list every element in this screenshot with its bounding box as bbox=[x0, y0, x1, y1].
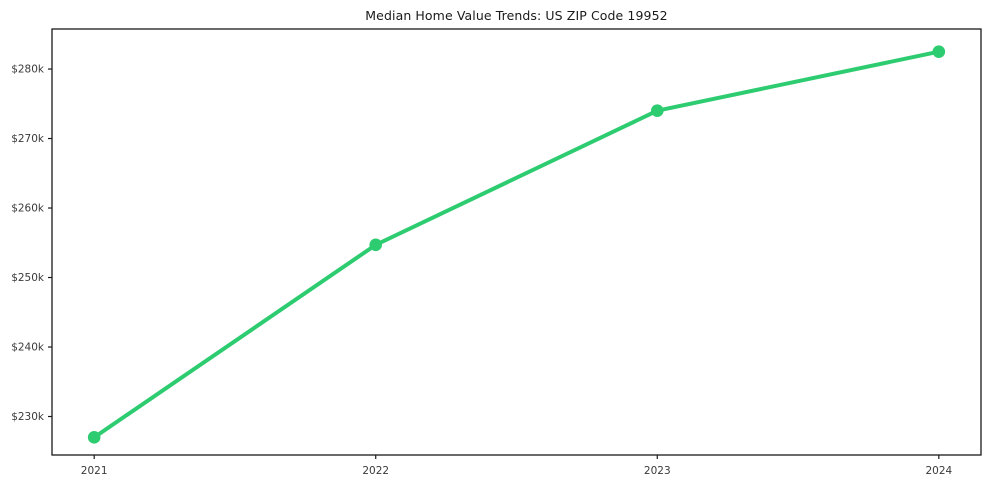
data-point-marker bbox=[932, 45, 946, 58]
y-axis-tick-label: $250k bbox=[11, 272, 45, 284]
x-axis-tick-label: 2023 bbox=[644, 465, 671, 477]
data-point-marker bbox=[650, 104, 664, 118]
plot-border bbox=[51, 28, 982, 456]
y-axis-tick-label: $280k bbox=[11, 64, 45, 76]
x-axis-tick-label: 2021 bbox=[81, 465, 108, 477]
trend-line bbox=[92, 49, 941, 440]
x-axis-tick-label: 2024 bbox=[925, 465, 952, 477]
data-point-marker bbox=[369, 238, 383, 252]
data-point-marker bbox=[87, 431, 101, 444]
x-axis-tick-label: 2022 bbox=[362, 465, 389, 477]
chart-title: Median Home Value Trends: US ZIP Code 19… bbox=[365, 8, 668, 23]
y-axis-tick-label: $260k bbox=[11, 203, 45, 215]
y-axis-tick-label: $240k bbox=[11, 342, 45, 354]
y-axis-tick-label: $230k bbox=[11, 411, 45, 423]
y-axis-tick-label: $270k bbox=[11, 133, 45, 145]
